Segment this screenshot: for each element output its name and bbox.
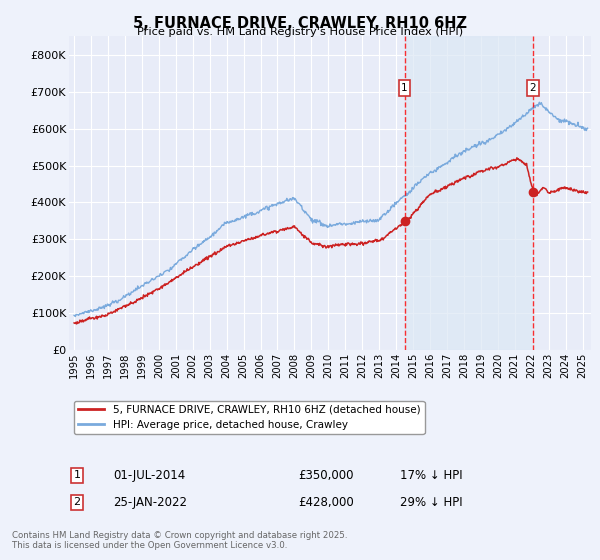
Text: Price paid vs. HM Land Registry's House Price Index (HPI): Price paid vs. HM Land Registry's House … [137, 27, 463, 37]
Text: 2: 2 [530, 83, 536, 93]
Text: 1: 1 [73, 470, 80, 480]
Text: £350,000: £350,000 [299, 469, 354, 482]
Text: 1: 1 [401, 83, 408, 93]
Text: 25-JAN-2022: 25-JAN-2022 [113, 496, 187, 508]
Text: £428,000: £428,000 [299, 496, 355, 508]
Bar [404, 36, 533, 350]
Text: 17% ↓ HPI: 17% ↓ HPI [400, 469, 463, 482]
Text: 5, FURNACE DRIVE, CRAWLEY, RH10 6HZ: 5, FURNACE DRIVE, CRAWLEY, RH10 6HZ [133, 16, 467, 31]
Text: 2: 2 [73, 497, 80, 507]
Text: 29% ↓ HPI: 29% ↓ HPI [400, 496, 463, 508]
Legend: 5, FURNACE DRIVE, CRAWLEY, RH10 6HZ (detached house), HPI: Average price, detach: 5, FURNACE DRIVE, CRAWLEY, RH10 6HZ (det… [74, 400, 425, 434]
Text: 01-JUL-2014: 01-JUL-2014 [113, 469, 185, 482]
Text: Contains HM Land Registry data © Crown copyright and database right 2025.
This d: Contains HM Land Registry data © Crown c… [12, 530, 347, 550]
